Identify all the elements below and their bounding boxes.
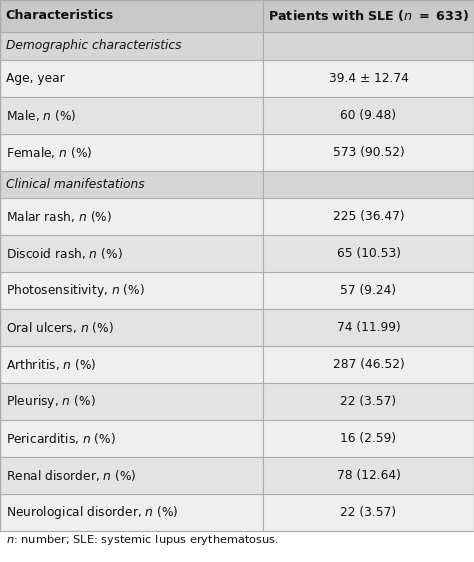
Bar [0, 97, 474, 134]
Text: $\mathit{n}$: number; SLE: systemic lupus erythematosus.: $\mathit{n}$: number; SLE: systemic lupu… [6, 533, 279, 547]
Bar [0, 457, 474, 494]
Text: Clinical manifestations: Clinical manifestations [6, 178, 144, 191]
Text: 57 (9.24): 57 (9.24) [340, 284, 397, 297]
Text: Neurological disorder, $\mathit{n}$ (%): Neurological disorder, $\mathit{n}$ (%) [6, 504, 178, 521]
Text: Male, $\mathit{n}$ (%): Male, $\mathit{n}$ (%) [6, 108, 76, 123]
Bar [0, 383, 474, 420]
Text: Photosensitivity, $\mathit{n}$ (%): Photosensitivity, $\mathit{n}$ (%) [6, 282, 145, 299]
Text: 60 (9.48): 60 (9.48) [340, 108, 397, 121]
Bar [0, 198, 474, 235]
Text: Pericarditis, $\mathit{n}$ (%): Pericarditis, $\mathit{n}$ (%) [6, 431, 116, 446]
Text: Age, year: Age, year [6, 72, 64, 85]
Text: Demographic characteristics: Demographic characteristics [6, 39, 181, 52]
Text: Female, $\mathit{n}$ (%): Female, $\mathit{n}$ (%) [6, 144, 92, 160]
Bar [0, 60, 474, 97]
Text: 225 (36.47): 225 (36.47) [333, 210, 404, 223]
Text: Renal disorder, $\mathit{n}$ (%): Renal disorder, $\mathit{n}$ (%) [6, 468, 136, 483]
Text: 22 (3.57): 22 (3.57) [340, 395, 397, 408]
Text: 78 (12.64): 78 (12.64) [337, 469, 401, 482]
Text: 22 (3.57): 22 (3.57) [340, 506, 397, 519]
Bar [0, 171, 474, 198]
Bar [0, 0, 474, 32]
Text: 65 (10.53): 65 (10.53) [337, 247, 401, 260]
Text: 287 (46.52): 287 (46.52) [333, 358, 404, 371]
Bar [0, 420, 474, 457]
Bar [0, 346, 474, 383]
Bar [0, 272, 474, 309]
Text: Oral ulcers, $\mathit{n}$ (%): Oral ulcers, $\mathit{n}$ (%) [6, 320, 114, 335]
Text: Pleurisy, $\mathit{n}$ (%): Pleurisy, $\mathit{n}$ (%) [6, 393, 95, 410]
Text: 16 (2.59): 16 (2.59) [340, 432, 397, 445]
Bar [0, 32, 474, 60]
Text: 39.4 ± 12.74: 39.4 ± 12.74 [328, 72, 409, 85]
Text: 573 (90.52): 573 (90.52) [333, 146, 404, 158]
Bar [0, 134, 474, 171]
Text: Malar rash, $\mathit{n}$ (%): Malar rash, $\mathit{n}$ (%) [6, 209, 112, 224]
Bar [0, 494, 474, 531]
Text: Characteristics: Characteristics [6, 10, 114, 22]
Bar [0, 309, 474, 346]
Text: Arthritis, $\mathit{n}$ (%): Arthritis, $\mathit{n}$ (%) [6, 357, 96, 372]
Text: $\mathbf{Patients\ with\ SLE\ (}$$\mathbf{\mathit{n}}$$\mathbf{\ =\ 633)}$: $\mathbf{Patients\ with\ SLE\ (}$$\mathb… [268, 8, 469, 24]
Text: 74 (11.99): 74 (11.99) [337, 321, 401, 334]
Bar [0, 235, 474, 272]
Text: Discoid rash, $\mathit{n}$ (%): Discoid rash, $\mathit{n}$ (%) [6, 246, 122, 261]
